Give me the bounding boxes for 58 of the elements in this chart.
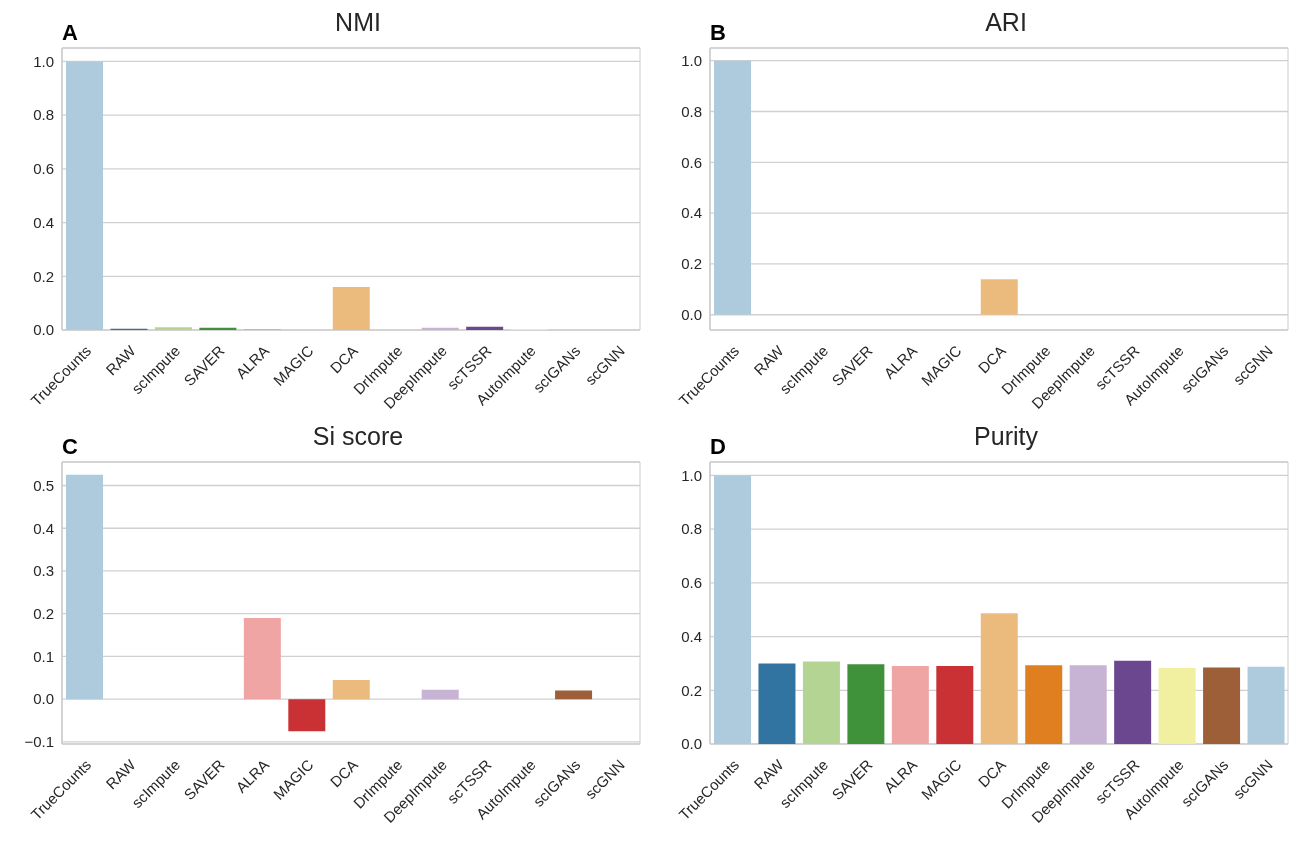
text: D xyxy=(710,434,726,460)
text: A xyxy=(62,20,78,46)
y-tick-label: 0.4 xyxy=(681,627,702,645)
chart-title: Purity xyxy=(974,422,1038,450)
y-tick-label: 0.2 xyxy=(681,681,702,699)
chart-title: Si score xyxy=(312,422,404,450)
bar xyxy=(847,664,885,744)
bar xyxy=(1114,660,1152,744)
y-tick-label: 0.2 xyxy=(33,267,54,285)
y-tick-label: 0.4 xyxy=(681,204,702,222)
bar xyxy=(332,679,370,700)
y-tick-label: 0.2 xyxy=(681,255,702,273)
bar xyxy=(332,287,370,330)
bar xyxy=(802,661,840,744)
bar xyxy=(1069,665,1107,744)
y-tick-label: 0.6 xyxy=(681,574,702,592)
y-tick-label: 1.0 xyxy=(33,52,54,70)
bar xyxy=(1247,666,1285,744)
bar xyxy=(1025,665,1063,744)
text: B xyxy=(710,20,726,46)
bar xyxy=(421,689,459,700)
bar xyxy=(66,61,103,330)
y-tick-label: 0.2 xyxy=(33,605,54,623)
text: C xyxy=(62,434,78,460)
y-tick-label: 0.1 xyxy=(33,647,54,665)
bar xyxy=(199,327,237,330)
y-tick-label: 0.3 xyxy=(33,562,54,580)
y-tick-label: 0.6 xyxy=(681,153,702,171)
y-tick-label: 1.0 xyxy=(681,466,702,484)
y-tick-label: 0.8 xyxy=(681,102,702,120)
y-tick-label: 0.5 xyxy=(33,476,54,494)
bar xyxy=(288,699,326,732)
y-tick-label: 0.0 xyxy=(681,735,702,753)
chart-title: ARI xyxy=(985,8,1027,36)
bar xyxy=(714,475,751,744)
bar xyxy=(66,474,103,700)
bar xyxy=(421,327,459,330)
bar xyxy=(758,663,796,744)
bar xyxy=(1158,667,1196,744)
y-tick-label: 0.4 xyxy=(33,519,54,537)
bar xyxy=(891,666,929,744)
y-tick-label: 0.8 xyxy=(33,106,54,124)
y-tick-label: 0.0 xyxy=(681,306,702,324)
bar xyxy=(1203,667,1241,744)
y-tick-label: 0.6 xyxy=(33,160,54,178)
y-tick-label: −0.1 xyxy=(24,733,54,751)
bar xyxy=(466,326,504,330)
bar xyxy=(980,613,1018,744)
bar xyxy=(243,617,281,700)
bar xyxy=(154,327,192,330)
y-tick-label: 0.4 xyxy=(33,213,54,231)
bar xyxy=(555,690,593,700)
bar xyxy=(936,666,974,744)
y-tick-label: 0.0 xyxy=(33,690,54,708)
chart-title: NMI xyxy=(335,8,381,36)
y-tick-label: 0.0 xyxy=(33,321,54,339)
y-tick-label: 0.8 xyxy=(681,520,702,538)
y-tick-label: 1.0 xyxy=(681,52,702,70)
